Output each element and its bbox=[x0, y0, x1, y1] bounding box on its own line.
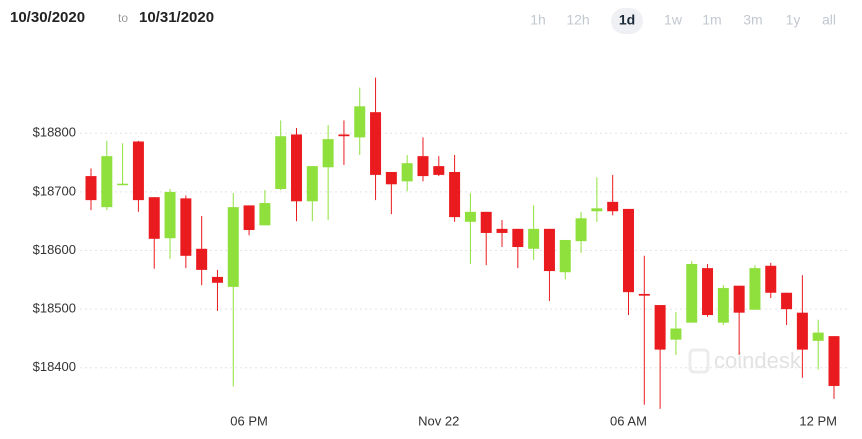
candle-body bbox=[717, 288, 729, 323]
candle-body bbox=[765, 265, 777, 293]
candle-body bbox=[117, 183, 129, 186]
candle-body bbox=[512, 228, 524, 248]
from-date: 10/30/2020 bbox=[10, 9, 85, 26]
candle-body bbox=[622, 208, 634, 293]
candle-body bbox=[733, 285, 745, 313]
candle-body bbox=[164, 191, 176, 239]
to-word: to bbox=[118, 11, 128, 25]
candle-body bbox=[354, 106, 366, 138]
range-button[interactable]: 1m bbox=[702, 12, 721, 28]
candles bbox=[85, 77, 840, 409]
candle-body bbox=[227, 207, 239, 287]
candle-body bbox=[575, 218, 587, 242]
grid: $18400 $18500 $18600 $18700 $18800 bbox=[33, 125, 848, 374]
candle-body bbox=[528, 228, 540, 249]
candle-body bbox=[322, 139, 334, 168]
x-axis: 06 PM Nov 22 06 AM 12 PM bbox=[230, 413, 837, 428]
x-tick-label: 06 PM bbox=[230, 413, 268, 428]
candle-body bbox=[670, 328, 682, 340]
candle-body bbox=[370, 112, 382, 175]
range-button[interactable]: 1y bbox=[786, 12, 801, 28]
candle-body bbox=[180, 198, 192, 256]
candle-body bbox=[385, 171, 397, 185]
y-tick-label: $18600 bbox=[33, 242, 76, 257]
candle-body bbox=[85, 176, 97, 201]
y-tick-label: $18700 bbox=[33, 183, 76, 198]
candle-body bbox=[291, 134, 303, 202]
candle-body bbox=[638, 293, 650, 296]
candle-body bbox=[464, 211, 476, 222]
candle-body bbox=[686, 264, 698, 323]
y-tick-label: $18500 bbox=[33, 301, 76, 316]
candle-body bbox=[259, 203, 271, 226]
candle-body bbox=[211, 276, 223, 283]
range-button[interactable]: 12h bbox=[566, 12, 589, 28]
candle-body bbox=[401, 163, 413, 182]
candle-body bbox=[496, 228, 508, 233]
candle-body bbox=[132, 141, 144, 201]
candle-body bbox=[812, 332, 824, 341]
range-selector: 1h 12h 1d 1w 1m 3m 1y all bbox=[530, 8, 836, 34]
candle-body bbox=[591, 208, 603, 212]
watermark-text: coindesk bbox=[714, 348, 802, 373]
range-button[interactable]: 1h bbox=[530, 12, 546, 28]
y-tick-label: $18800 bbox=[33, 125, 76, 140]
candle-body bbox=[417, 156, 429, 177]
range-selected-bg bbox=[611, 8, 643, 34]
candle-body bbox=[543, 228, 555, 272]
candle-body bbox=[449, 171, 461, 218]
candle-body bbox=[275, 136, 287, 189]
range-button[interactable]: 3m bbox=[743, 12, 762, 28]
candle-body bbox=[559, 239, 571, 273]
candle-body bbox=[148, 197, 160, 239]
candle-body bbox=[480, 211, 492, 233]
candle-body bbox=[433, 166, 445, 175]
x-tick-label: Nov 22 bbox=[418, 413, 459, 428]
candle-body bbox=[702, 268, 714, 316]
range-button[interactable]: 1w bbox=[664, 12, 683, 28]
x-tick-label: 06 AM bbox=[610, 413, 647, 428]
range-button[interactable]: 1d bbox=[619, 12, 635, 28]
x-tick-label: 12 PM bbox=[799, 413, 837, 428]
watermark: coindesk bbox=[688, 348, 802, 374]
candle-body bbox=[654, 305, 666, 350]
candle-body bbox=[828, 336, 840, 386]
range-button[interactable]: all bbox=[822, 12, 836, 28]
y-tick-label: $18400 bbox=[33, 359, 76, 374]
candle-body bbox=[796, 312, 808, 350]
candle-body bbox=[338, 134, 350, 137]
to-date: 10/31/2020 bbox=[139, 9, 214, 26]
candle-body bbox=[243, 205, 255, 231]
candle-body bbox=[607, 201, 619, 212]
candle-body bbox=[749, 268, 761, 310]
candle-body bbox=[781, 292, 793, 310]
candle-body bbox=[101, 156, 113, 208]
candle-body bbox=[196, 248, 208, 270]
candle-body bbox=[306, 166, 318, 202]
watermark-icon bbox=[688, 348, 710, 374]
